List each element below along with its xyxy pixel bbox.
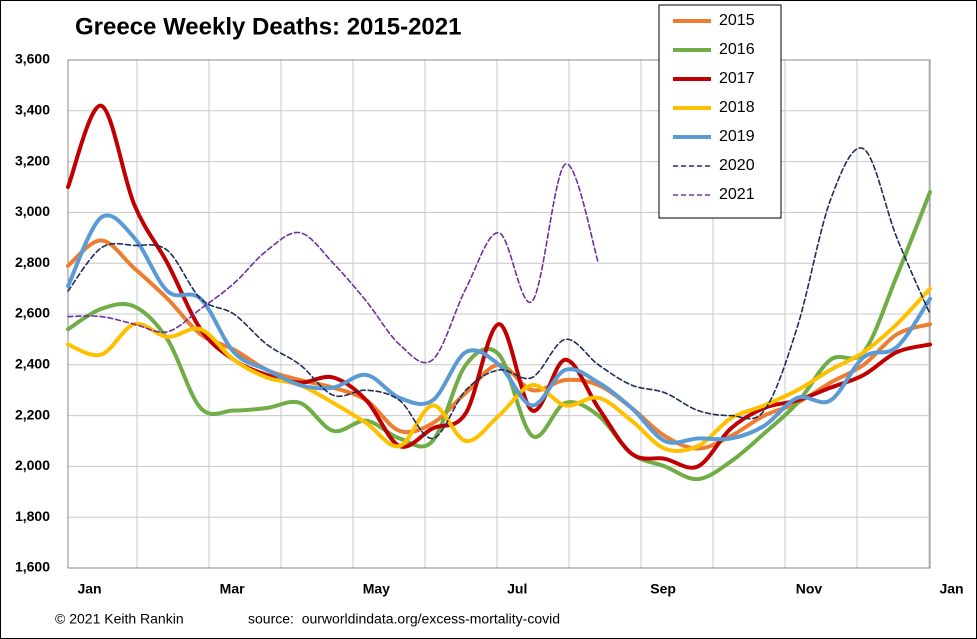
credit: © 2021 Keith Rankin	[55, 611, 184, 627]
y-tick-label: 2,200	[15, 406, 50, 422]
x-tick-label: Jul	[507, 581, 527, 597]
y-tick-label: 3,600	[15, 51, 50, 67]
y-tick-label: 2,400	[15, 356, 50, 372]
series-line	[67, 147, 931, 440]
legend-label: 2020	[719, 157, 755, 174]
y-tick-label: 2,600	[15, 305, 50, 321]
y-tick-label: 2,800	[15, 254, 50, 270]
y-tick-label: 3,200	[15, 152, 50, 168]
legend-label: 2018	[719, 99, 755, 116]
legend-box	[658, 4, 782, 219]
legend-label: 2021	[719, 186, 755, 203]
x-tick-label: Nov	[796, 581, 823, 597]
x-tick-label: Sep	[650, 581, 676, 597]
series-line	[66, 286, 932, 454]
x-tick-label: May	[363, 581, 390, 597]
y-tick-label: 2,000	[15, 457, 50, 473]
source: source: ourworldindata.org/excess-mortal…	[248, 611, 560, 627]
plot-border	[67, 59, 931, 569]
y-tick-label: 3,000	[15, 203, 50, 219]
y-tick-label: 1,800	[15, 508, 50, 524]
series-line	[67, 163, 600, 364]
legend-label: 2016	[719, 41, 755, 58]
legend-label: 2019	[719, 128, 755, 145]
chart-title: Greece Weekly Deaths: 2015-2021	[75, 13, 461, 40]
x-tick-label: Mar	[220, 581, 245, 597]
legend-label: 2015	[719, 12, 755, 29]
legend-label: 2017	[719, 70, 755, 87]
y-tick-label: 1,600	[15, 559, 50, 575]
x-tick-label: Jan	[77, 581, 101, 597]
x-tick-label: Jan	[939, 581, 963, 597]
y-tick-label: 3,400	[15, 102, 50, 118]
series-line	[66, 190, 932, 482]
